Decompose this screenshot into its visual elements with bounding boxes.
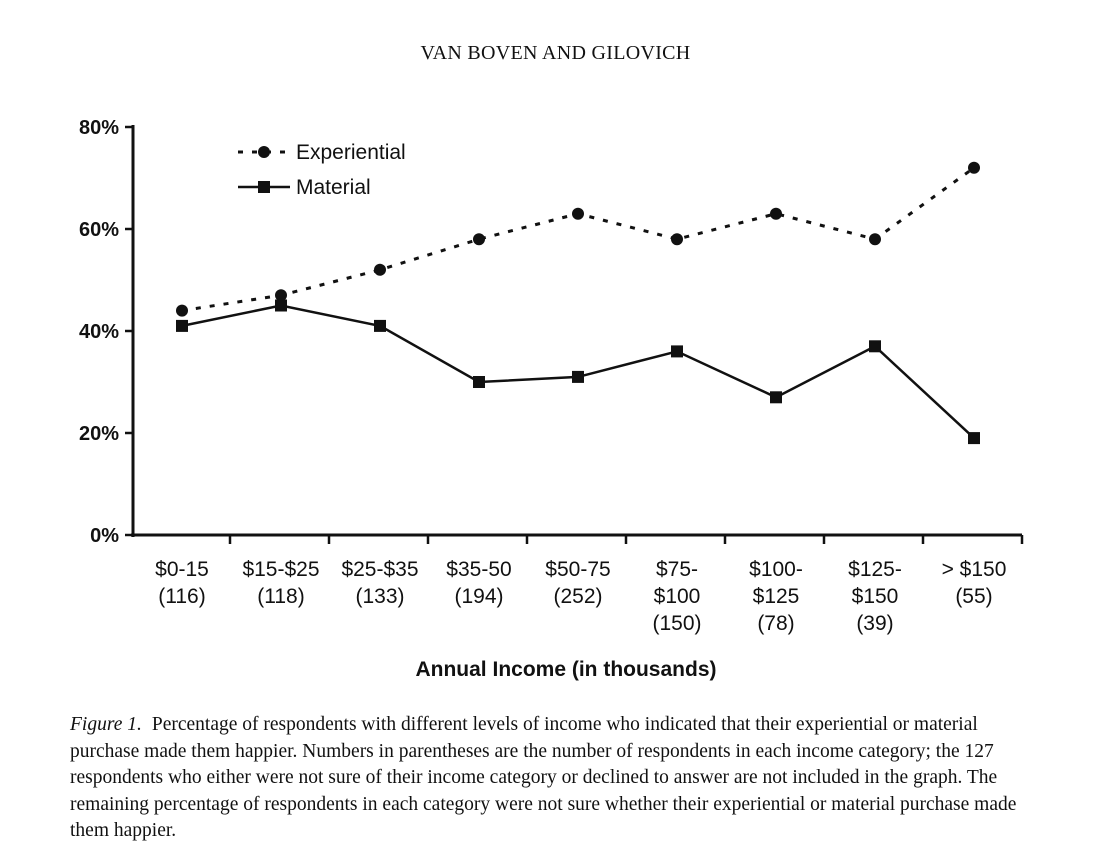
line-chart: 0% 20% 40% 60% 80% $0-15 (116) $15-$25 (118) $25-…: [79, 117, 1024, 681]
data-point-experiential: [275, 289, 287, 302]
x-tick-label: > $150: [942, 558, 1007, 581]
legend-marker-material: [258, 181, 270, 193]
x-tick-label: $75-: [656, 558, 698, 581]
x-tick-label: $125: [753, 585, 800, 608]
x-tick-label: $25-$35: [341, 558, 418, 581]
data-point-material: [671, 345, 683, 358]
data-point-material: [968, 432, 980, 445]
data-point-material: [869, 340, 881, 353]
y-tick-label: 40%: [79, 321, 119, 343]
legend-marker-experiential: [258, 146, 270, 158]
series-markers: [176, 161, 980, 445]
data-point-experiential: [968, 161, 980, 174]
data-point-material: [176, 319, 188, 332]
x-tick-label: $100: [654, 585, 701, 608]
x-tick-label: $50-75: [545, 558, 610, 581]
x-tick-label: $0-15: [155, 558, 209, 581]
data-point-experiential: [572, 207, 584, 220]
x-tick-label: (118): [257, 585, 304, 608]
x-tick-label: $100-: [749, 558, 803, 581]
x-tick-label: (133): [355, 585, 404, 608]
data-point-experiential: [869, 233, 881, 246]
x-tick-label: (150): [652, 612, 701, 635]
y-tick-label: 20%: [79, 423, 119, 445]
data-point-material: [473, 376, 485, 388]
x-tick-label: (252): [553, 585, 602, 608]
x-tick-label: (39): [856, 612, 893, 635]
x-tick-label: (55): [955, 585, 992, 608]
data-point-experiential: [770, 207, 782, 220]
data-point-experiential: [671, 233, 683, 246]
figure-label: Figure 1.: [70, 714, 142, 735]
data-point-material: [770, 391, 782, 404]
chart-legend: Experiential Material: [238, 141, 406, 199]
data-point-material: [374, 319, 386, 332]
x-tick-label: (194): [454, 585, 503, 608]
data-point-experiential: [374, 263, 386, 276]
running-head: VAN BOVEN AND GILOVICH: [420, 42, 691, 64]
data-point-experiential: [473, 233, 485, 246]
x-tick-label: $35-50: [446, 558, 511, 581]
data-point-experiential: [176, 304, 188, 317]
x-tick-label: $15-$25: [242, 558, 319, 581]
x-axis-label: Annual Income (in thousands): [415, 658, 716, 681]
legend-label-material: Material: [296, 176, 371, 199]
x-tick-label: $150: [852, 585, 899, 608]
x-tick-label: (116): [158, 585, 205, 608]
x-tick-label: $125-: [848, 558, 902, 581]
y-tick-label: 80%: [79, 117, 119, 139]
data-point-material: [572, 370, 584, 383]
chart-axes: 0% 20% 40% 60% 80% $0-15 (116) $15-$25 (118) $25-…: [79, 117, 1024, 635]
x-tick-label: (78): [757, 612, 794, 635]
caption-text: Percentage of respondents with different…: [70, 714, 1017, 841]
y-tick-label: 0%: [90, 525, 119, 547]
figure-caption: Figure 1. Percentage of respondents with …: [70, 712, 1035, 845]
y-tick-label: 60%: [79, 219, 119, 241]
legend-label-experiential: Experiential: [296, 141, 406, 164]
data-point-material: [275, 299, 287, 312]
